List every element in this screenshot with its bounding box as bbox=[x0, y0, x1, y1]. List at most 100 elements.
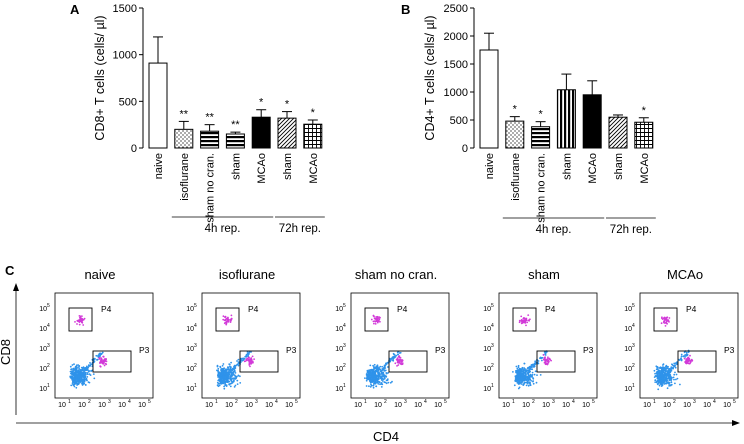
flow-event-dot bbox=[229, 377, 232, 379]
flow-event-dot bbox=[69, 365, 72, 368]
flow-event-dot bbox=[69, 376, 72, 379]
flow-y-tick-label: 10 bbox=[39, 326, 47, 333]
flow-event-dot bbox=[391, 380, 393, 383]
flow-event-dot bbox=[226, 317, 229, 320]
flow-y-tick-exponent: 5 bbox=[194, 303, 197, 309]
flow-event-dot bbox=[525, 381, 528, 384]
panel-label-b: B bbox=[401, 2, 410, 17]
flow-x-tick-label: 10 bbox=[118, 402, 126, 409]
flow-event-dot bbox=[247, 358, 249, 361]
gate-label-p4: P4 bbox=[397, 304, 408, 314]
flow-event-dot bbox=[233, 364, 236, 367]
flow-event-dot bbox=[662, 378, 664, 381]
flow-event-dot bbox=[227, 368, 230, 371]
flow-event-dot bbox=[376, 370, 378, 373]
flow-event-dot bbox=[688, 362, 690, 365]
bar bbox=[582, 94, 602, 149]
flow-event-dot bbox=[674, 362, 677, 365]
flow-event-dot bbox=[83, 380, 86, 383]
flow-event-dot bbox=[686, 359, 689, 361]
flow-event-dot bbox=[237, 374, 240, 377]
flow-plot-title: naive bbox=[84, 267, 115, 282]
flow-event-dot bbox=[688, 357, 691, 360]
flow-event-dot bbox=[680, 359, 683, 361]
flow-event-dot bbox=[661, 369, 664, 371]
flow-event-dot bbox=[225, 385, 228, 387]
flow-event-dot bbox=[665, 382, 668, 385]
flow-event-dot bbox=[74, 321, 76, 323]
flow-event-dot bbox=[666, 316, 669, 319]
flow-event-dot bbox=[225, 372, 228, 375]
flow-event-dot bbox=[683, 355, 686, 357]
flow-event-dot bbox=[668, 317, 671, 319]
flow-event-dot bbox=[378, 372, 381, 374]
flow-x-tick-label: 10 bbox=[542, 402, 550, 409]
flow-event-dot bbox=[375, 366, 377, 369]
flow-event-dot bbox=[372, 369, 375, 371]
flow-x-tick-label: 10 bbox=[394, 402, 402, 409]
flow-y-tick-label: 10 bbox=[39, 366, 47, 373]
group-label: 4h rep. bbox=[205, 223, 241, 235]
flow-event-dot bbox=[381, 377, 384, 380]
flow-event-dot bbox=[223, 322, 226, 325]
flow-event-dot bbox=[670, 381, 673, 384]
flow-event-dot bbox=[230, 317, 233, 320]
flow-y-tick-label: 10 bbox=[483, 386, 491, 393]
flow-event-dot bbox=[225, 374, 227, 377]
flow-y-tick-exponent: 4 bbox=[194, 323, 197, 329]
flow-event-dot bbox=[675, 373, 678, 376]
flow-event-dot bbox=[397, 353, 399, 356]
flow-event-dot bbox=[369, 386, 372, 388]
flow-event-dot bbox=[524, 368, 527, 370]
bar bbox=[251, 116, 271, 149]
flow-event-dot bbox=[545, 359, 548, 362]
flow-event-dot bbox=[674, 382, 676, 385]
flow-event-dot bbox=[666, 387, 669, 390]
flow-event-dot bbox=[81, 382, 83, 384]
flow-event-dot bbox=[515, 365, 518, 368]
flow-event-dot bbox=[672, 367, 674, 370]
flow-y-tick-exponent: 4 bbox=[491, 323, 494, 329]
flow-x-arrowhead bbox=[732, 420, 740, 426]
flow-event-dot bbox=[101, 351, 104, 354]
flow-event-dot bbox=[674, 371, 676, 374]
flow-event-dot bbox=[527, 372, 530, 375]
flow-event-dot bbox=[396, 359, 399, 362]
flow-event-dot bbox=[686, 361, 688, 364]
flow-event-dot bbox=[82, 369, 85, 371]
flow-event-dot bbox=[660, 367, 663, 370]
flow-event-dot bbox=[517, 369, 519, 372]
flow-event-dot bbox=[521, 321, 524, 323]
flow-event-dot bbox=[77, 373, 80, 375]
flow-event-dot bbox=[224, 376, 227, 379]
flow-event-dot bbox=[222, 318, 225, 321]
flow-event-dot bbox=[245, 355, 248, 358]
flow-event-dot bbox=[372, 320, 375, 323]
category-label: MCAo bbox=[308, 153, 320, 184]
flow-event-dot bbox=[234, 378, 237, 380]
flow-event-dot bbox=[244, 355, 247, 358]
flow-event-dot bbox=[73, 363, 75, 366]
bar bbox=[505, 120, 525, 149]
flow-event-dot bbox=[397, 364, 400, 366]
flow-x-tick-label: 10 bbox=[245, 402, 253, 409]
flow-event-dot bbox=[520, 315, 523, 318]
flow-x-tick-label: 10 bbox=[78, 402, 86, 409]
flow-event-dot bbox=[658, 372, 660, 375]
flow-event-dot bbox=[376, 320, 379, 323]
flow-event-dot bbox=[519, 371, 522, 374]
flow-plot-title: sham no cran. bbox=[355, 267, 437, 282]
gate-label-p4: P4 bbox=[545, 304, 556, 314]
bar bbox=[479, 49, 499, 149]
flow-event-dot bbox=[523, 321, 525, 323]
flow-x-tick-exponent: 5 bbox=[592, 399, 595, 405]
flow-event-dot bbox=[79, 380, 81, 383]
flow-event-dot bbox=[529, 381, 531, 384]
flow-event-dot bbox=[376, 364, 379, 367]
flow-event-dot bbox=[547, 356, 549, 359]
flow-event-dot bbox=[76, 319, 79, 322]
flow-event-dot bbox=[522, 376, 525, 379]
flow-event-dot bbox=[530, 365, 532, 368]
flow-event-dot bbox=[393, 353, 395, 356]
